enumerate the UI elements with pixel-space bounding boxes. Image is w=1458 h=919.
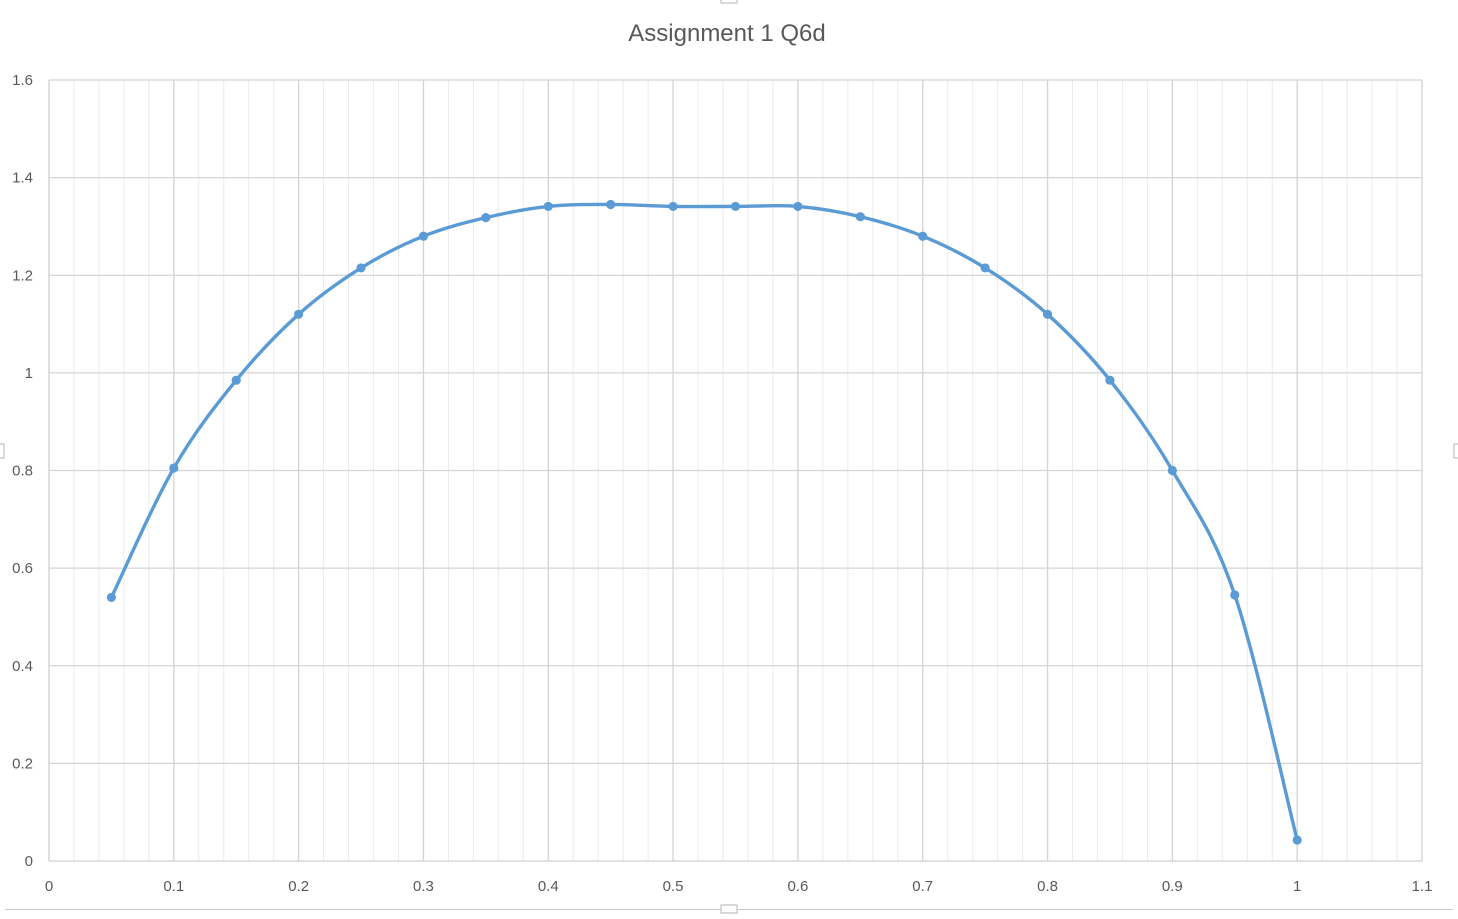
plot-series — [106, 199, 1302, 845]
data-point[interactable] — [418, 231, 429, 241]
chart-title: Assignment 1 Q6d — [628, 20, 825, 47]
x-axis-tick-labels: 0 0.1 0.2 0.3 0.4 0.5 0.6 0.7 0.8 0.9 1 1.1 — [45, 878, 1433, 895]
data-point[interactable] — [1167, 465, 1177, 476]
y-tick-label: 0.2 — [12, 755, 33, 772]
x-tick-label: 0.9 — [1162, 878, 1183, 895]
data-point[interactable] — [855, 212, 865, 222]
data-point[interactable] — [730, 201, 741, 212]
x-tick-label: 0.5 — [663, 878, 684, 895]
y-tick-label: 0 — [25, 853, 33, 870]
data-point[interactable] — [793, 201, 803, 212]
data-point[interactable] — [606, 199, 616, 210]
series-line — [109, 202, 1299, 842]
data-point[interactable] — [1105, 375, 1115, 385]
x-tick-label: 0.1 — [163, 878, 184, 895]
x-tick-label: 0.2 — [288, 878, 309, 895]
x-tick-label: 0.8 — [1037, 878, 1058, 895]
y-tick-label: 1.6 — [12, 72, 33, 89]
data-point[interactable] — [980, 263, 990, 273]
y-tick-label: 0.4 — [12, 658, 33, 675]
y-tick-label: 0.6 — [12, 560, 33, 577]
resize-handle-bottom[interactable] — [720, 904, 738, 914]
y-tick-label: 1.2 — [12, 267, 33, 284]
resize-handle-top[interactable] — [720, 0, 738, 4]
y-axis-tick-labels: 0 0.2 0.4 0.6 0.8 1 1.2 1.4 1.6 — [12, 72, 33, 870]
data-point[interactable] — [294, 309, 304, 319]
data-point[interactable] — [1292, 835, 1302, 845]
data-point[interactable] — [668, 201, 678, 212]
data-point[interactable] — [481, 213, 491, 223]
x-tick-label: 0.7 — [912, 878, 933, 895]
data-point[interactable] — [356, 263, 366, 273]
y-tick-label: 1 — [25, 365, 33, 382]
y-tick-label: 0.8 — [12, 463, 33, 480]
data-point[interactable] — [918, 231, 928, 241]
data-point[interactable] — [231, 375, 241, 385]
data-point[interactable] — [169, 463, 179, 473]
x-tick-label: 0.4 — [538, 878, 559, 895]
x-tick-label: 0.6 — [787, 878, 808, 895]
data-point[interactable] — [1042, 309, 1053, 319]
axes — [48, 80, 1422, 862]
data-point[interactable] — [106, 592, 117, 603]
resize-handle-left[interactable] — [0, 443, 5, 459]
data-point[interactable] — [1230, 590, 1240, 600]
x-tick-label: 0.3 — [413, 878, 434, 895]
x-tick-label: 1.1 — [1412, 878, 1433, 895]
data-point[interactable] — [543, 201, 553, 212]
x-tick-label: 1 — [1293, 878, 1301, 895]
y-tick-label: 1.4 — [12, 170, 33, 187]
x-tick-label: 0 — [45, 878, 53, 895]
resize-handle-right[interactable] — [1453, 443, 1458, 459]
major-gridlines — [49, 79, 1423, 861]
